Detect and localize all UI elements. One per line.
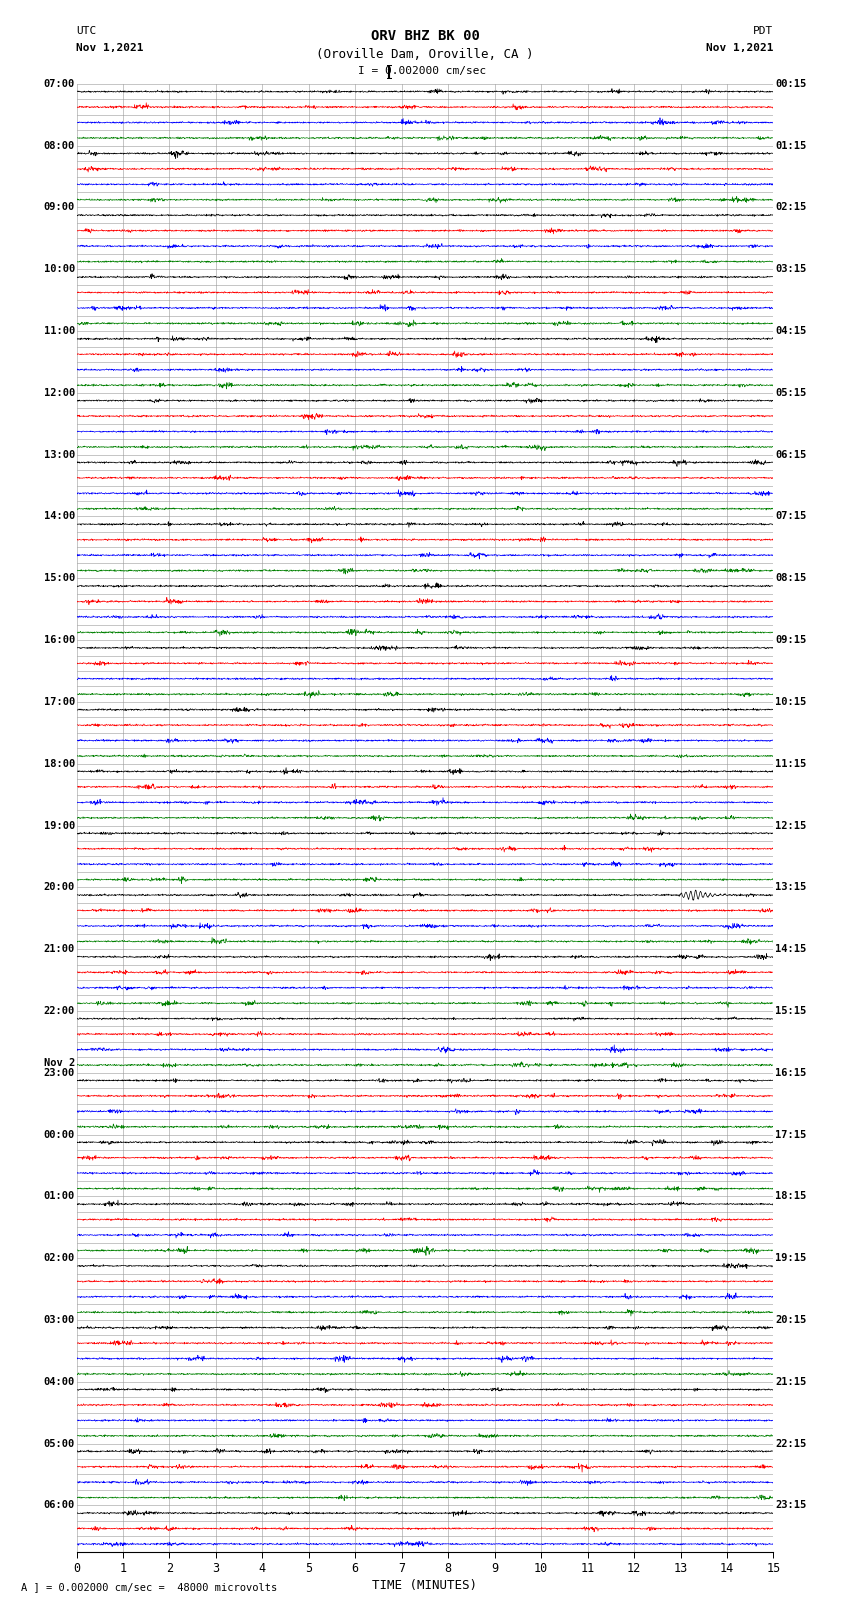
Text: ORV BHZ BK 00: ORV BHZ BK 00 xyxy=(371,29,479,44)
Text: 23:00: 23:00 xyxy=(43,1068,75,1077)
Text: 08:00: 08:00 xyxy=(43,140,75,150)
Text: 07:00: 07:00 xyxy=(43,79,75,89)
Text: 18:15: 18:15 xyxy=(775,1192,807,1202)
Text: PDT: PDT xyxy=(753,26,774,37)
Text: 17:15: 17:15 xyxy=(775,1129,807,1139)
Text: 22:00: 22:00 xyxy=(43,1007,75,1016)
Text: 14:15: 14:15 xyxy=(775,944,807,955)
Text: I = 0.002000 cm/sec: I = 0.002000 cm/sec xyxy=(359,66,486,76)
Text: 13:00: 13:00 xyxy=(43,450,75,460)
Text: 20:15: 20:15 xyxy=(775,1315,807,1324)
Text: 11:00: 11:00 xyxy=(43,326,75,336)
Text: 07:15: 07:15 xyxy=(775,511,807,521)
Text: 00:00: 00:00 xyxy=(43,1129,75,1139)
Text: 21:00: 21:00 xyxy=(43,944,75,955)
Text: 16:00: 16:00 xyxy=(43,636,75,645)
Text: Nov 1,2021: Nov 1,2021 xyxy=(76,42,144,53)
Text: 19:15: 19:15 xyxy=(775,1253,807,1263)
Text: 17:00: 17:00 xyxy=(43,697,75,706)
Text: 19:00: 19:00 xyxy=(43,821,75,831)
Text: 02:00: 02:00 xyxy=(43,1253,75,1263)
Text: 12:15: 12:15 xyxy=(775,821,807,831)
Text: 06:15: 06:15 xyxy=(775,450,807,460)
Text: 13:15: 13:15 xyxy=(775,882,807,892)
Text: 01:15: 01:15 xyxy=(775,140,807,150)
Text: 05:15: 05:15 xyxy=(775,387,807,398)
Text: 16:15: 16:15 xyxy=(775,1068,807,1077)
Text: 14:00: 14:00 xyxy=(43,511,75,521)
Text: 22:15: 22:15 xyxy=(775,1439,807,1448)
Text: 00:15: 00:15 xyxy=(775,79,807,89)
Text: 11:15: 11:15 xyxy=(775,758,807,769)
Text: 02:15: 02:15 xyxy=(775,203,807,213)
Text: UTC: UTC xyxy=(76,26,97,37)
Text: Nov 1,2021: Nov 1,2021 xyxy=(706,42,774,53)
Text: 03:15: 03:15 xyxy=(775,265,807,274)
Text: 06:00: 06:00 xyxy=(43,1500,75,1510)
Text: 10:00: 10:00 xyxy=(43,265,75,274)
Text: 08:15: 08:15 xyxy=(775,573,807,584)
Text: 05:00: 05:00 xyxy=(43,1439,75,1448)
Text: 12:00: 12:00 xyxy=(43,387,75,398)
Text: 15:15: 15:15 xyxy=(775,1007,807,1016)
Text: 04:15: 04:15 xyxy=(775,326,807,336)
Text: 09:00: 09:00 xyxy=(43,203,75,213)
Text: 15:00: 15:00 xyxy=(43,573,75,584)
Text: 01:00: 01:00 xyxy=(43,1192,75,1202)
X-axis label: TIME (MINUTES): TIME (MINUTES) xyxy=(372,1579,478,1592)
Text: 20:00: 20:00 xyxy=(43,882,75,892)
Text: A ] = 0.002000 cm/sec =  48000 microvolts: A ] = 0.002000 cm/sec = 48000 microvolts xyxy=(21,1582,277,1592)
Text: 04:00: 04:00 xyxy=(43,1378,75,1387)
Text: 09:15: 09:15 xyxy=(775,636,807,645)
Text: (Oroville Dam, Oroville, CA ): (Oroville Dam, Oroville, CA ) xyxy=(316,47,534,61)
Text: 23:15: 23:15 xyxy=(775,1500,807,1510)
Text: 03:00: 03:00 xyxy=(43,1315,75,1324)
Text: 18:00: 18:00 xyxy=(43,758,75,769)
Text: 10:15: 10:15 xyxy=(775,697,807,706)
Text: Nov 2: Nov 2 xyxy=(43,1058,75,1068)
Text: 21:15: 21:15 xyxy=(775,1378,807,1387)
